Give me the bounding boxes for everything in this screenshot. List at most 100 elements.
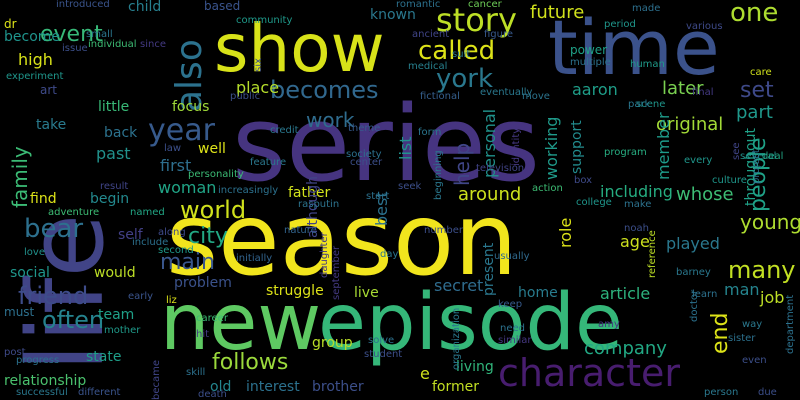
word: live: [354, 285, 379, 301]
word: new: [160, 278, 322, 368]
word: law: [164, 143, 182, 154]
word: keep: [498, 299, 523, 310]
word: rasputin: [298, 199, 340, 210]
word: bear: [24, 214, 84, 244]
word: include: [132, 237, 169, 248]
word: center: [350, 157, 383, 168]
word: progress: [16, 355, 60, 366]
word: various: [686, 21, 723, 32]
word: usually: [494, 251, 530, 262]
word: learn: [692, 289, 718, 300]
word: post: [4, 347, 26, 358]
word: beginning: [433, 150, 444, 200]
word: must: [4, 305, 35, 319]
word: main: [160, 250, 215, 275]
word: find: [30, 191, 57, 207]
word: work: [306, 108, 355, 132]
word: former: [432, 379, 480, 395]
word: future: [530, 2, 585, 23]
word: cancer: [468, 0, 502, 10]
word: played: [666, 234, 720, 253]
word: eventually: [480, 87, 533, 98]
word: department: [785, 294, 796, 354]
word: hit: [196, 329, 210, 340]
word: father: [288, 185, 331, 201]
word: young: [740, 210, 800, 234]
word: often: [42, 306, 105, 334]
word: man: [724, 280, 760, 299]
word: support: [569, 120, 585, 174]
word: even: [742, 355, 767, 366]
word: dr: [4, 17, 17, 31]
word: due: [758, 387, 777, 398]
word: later: [662, 78, 704, 99]
word: day: [380, 249, 399, 260]
word: interest: [246, 379, 300, 395]
word: power: [570, 43, 608, 57]
word: medical: [408, 61, 448, 72]
word: start: [366, 191, 390, 202]
word: adventure: [48, 207, 100, 218]
word: problem: [174, 275, 232, 291]
word: similar: [498, 335, 532, 346]
word: help: [450, 142, 474, 186]
word: program: [604, 147, 647, 158]
word: see: [731, 142, 742, 160]
word: become: [4, 29, 61, 45]
word: every: [684, 155, 713, 166]
word: secret: [434, 276, 484, 295]
word: person: [704, 387, 739, 398]
word: skill: [186, 367, 206, 378]
word: project: [751, 149, 762, 184]
word: becomes: [270, 76, 379, 104]
word: place: [236, 78, 280, 97]
word: scene: [636, 99, 666, 110]
word: early: [128, 291, 154, 302]
word: past: [96, 144, 131, 163]
word: role: [556, 217, 575, 248]
word: mother: [104, 325, 141, 336]
word: aaron: [572, 80, 618, 99]
word: multiple: [570, 57, 611, 68]
word: individual: [88, 39, 137, 50]
word: liz: [166, 295, 177, 306]
word: final: [692, 87, 714, 98]
word: ancient: [412, 29, 450, 40]
word: action: [532, 183, 563, 194]
word: friend: [18, 282, 89, 310]
word: increasingly: [218, 185, 279, 196]
word: called: [418, 36, 496, 66]
word: september: [331, 245, 342, 300]
word: home: [518, 285, 558, 301]
word: living: [456, 359, 494, 375]
word: different: [78, 387, 121, 398]
word: amy: [598, 319, 620, 330]
word: introduced: [56, 0, 110, 10]
word: york: [436, 64, 494, 94]
word: state: [86, 349, 122, 365]
word: society: [346, 149, 382, 160]
word: named: [130, 207, 165, 218]
word: e: [420, 364, 430, 383]
word: show: [214, 10, 385, 87]
word: romantic: [396, 0, 441, 10]
word: made: [632, 3, 661, 14]
word: nature: [284, 225, 317, 236]
word: company: [584, 338, 667, 359]
word: season: [166, 181, 518, 298]
word: park: [628, 99, 651, 110]
word: seek: [398, 181, 422, 192]
word: social: [10, 265, 50, 281]
word: since: [140, 39, 166, 50]
word: move: [522, 91, 550, 102]
word: world: [180, 196, 247, 224]
word: focus: [172, 99, 210, 115]
word: article: [600, 284, 651, 303]
word: several: [740, 151, 777, 162]
word: daughter: [319, 232, 330, 278]
word: begin: [90, 191, 130, 207]
word: career: [196, 313, 228, 324]
word: culture: [712, 175, 747, 186]
word: list: [396, 136, 415, 161]
word: box: [574, 175, 593, 186]
